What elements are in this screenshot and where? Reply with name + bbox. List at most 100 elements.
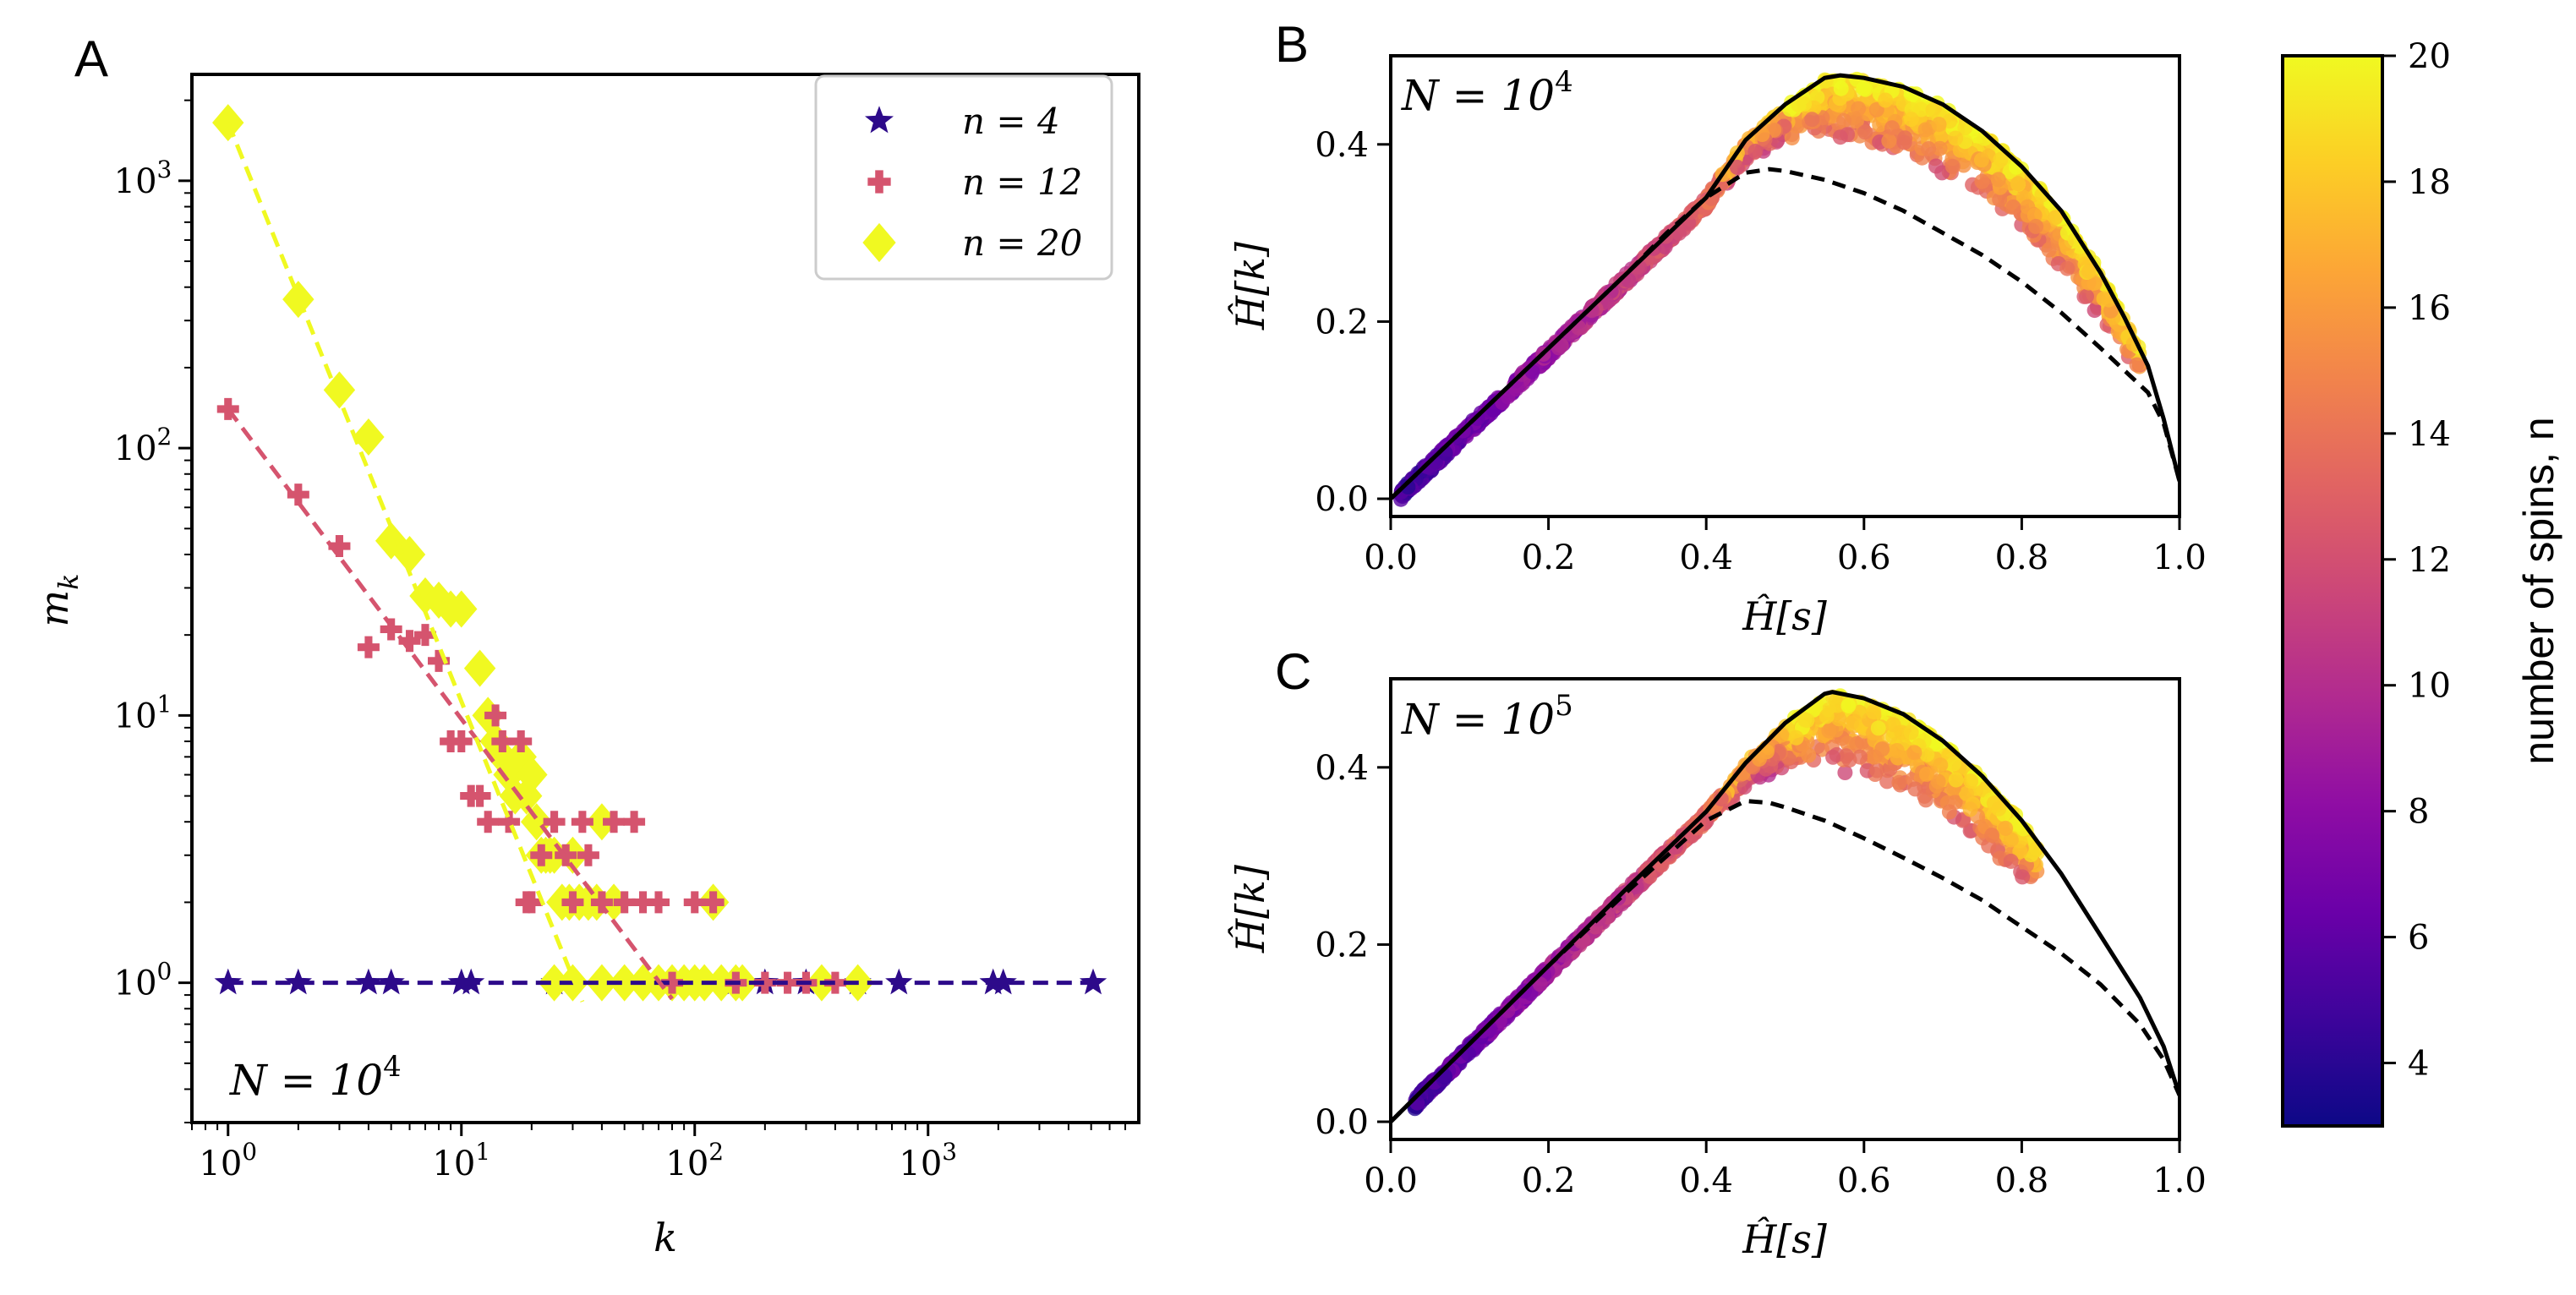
colorbar-tick-label: 14 bbox=[2408, 415, 2451, 454]
panel-c-point bbox=[1889, 743, 1905, 758]
panel-a-ytick-exp: 1 bbox=[157, 690, 172, 718]
panel-c-point bbox=[1984, 828, 2000, 844]
panel-c: 0.0 0.2 0.4 0.6 0.8 1.0 0.0 0.2 0.4 Ĥ[s] Ĥ[k] N … bbox=[1227, 677, 2207, 1262]
panel-c-point bbox=[1998, 820, 2014, 836]
panel-a-ytick-base: 10 bbox=[114, 964, 157, 1003]
panel-c-point bbox=[1903, 724, 1919, 740]
panel-a-xtick-base: 10 bbox=[432, 1145, 475, 1183]
colorbar: 4 6 8 10 12 14 16 18 20 number of spins, n bbox=[2281, 37, 2562, 1128]
panel-b-point bbox=[2081, 264, 2097, 279]
panel-c-xtick-label: 0.8 bbox=[1995, 1161, 2049, 1200]
panel-a-point-plus bbox=[577, 844, 599, 866]
panel-a-point-plus bbox=[571, 811, 593, 833]
panel-b-point bbox=[1832, 129, 1848, 145]
panel-label-a: A bbox=[74, 30, 108, 87]
panel-a-point-plus bbox=[484, 704, 507, 727]
panel-a-point-star bbox=[354, 968, 383, 995]
panel-c-xlabel: Ĥ[s] bbox=[1742, 1216, 1827, 1262]
panel-c-point bbox=[1870, 720, 1886, 736]
panel-c-ytick-label: 0.2 bbox=[1315, 926, 1369, 964]
panel-a-xlabel: k bbox=[654, 1215, 677, 1260]
panel-a-point-plus bbox=[613, 891, 636, 914]
panel-b-point bbox=[1917, 122, 1933, 138]
panel-a-xtick-label: 100 bbox=[199, 1138, 257, 1183]
panel-b-point bbox=[1804, 112, 1820, 128]
panel-c-point bbox=[1930, 773, 1946, 790]
panel-b-curves bbox=[1391, 73, 2179, 500]
panel-a-point-plus bbox=[753, 971, 776, 994]
panel-b-point bbox=[1495, 395, 1511, 411]
legend-label: n = 12 bbox=[962, 161, 1082, 203]
panel-c-point bbox=[1866, 704, 1882, 720]
panel-a-point-plus bbox=[603, 811, 626, 833]
panel-a-legend: n = 4 n = 12 n = 20 bbox=[814, 74, 1113, 281]
panel-a-point-plus bbox=[520, 891, 543, 914]
panel-a-ytick-exp: 0 bbox=[157, 958, 172, 986]
panel-a-point-diamond bbox=[538, 836, 571, 874]
panel-a-fit-lines bbox=[226, 122, 1093, 1003]
colorbar-tick-label: 20 bbox=[2408, 37, 2451, 76]
colorbar-ticks: 4 6 8 10 12 14 16 18 20 bbox=[2382, 37, 2451, 1084]
panel-a-ylabel-main: m bbox=[31, 590, 77, 627]
panel-b-point bbox=[1992, 192, 2008, 208]
panel-a-point-plus bbox=[357, 636, 380, 658]
panel-c-point bbox=[1840, 697, 1857, 713]
panel-b-xtick-label: 0.0 bbox=[1364, 538, 1418, 577]
colorbar-tick-label: 6 bbox=[2408, 919, 2429, 958]
panel-a-point-star bbox=[1079, 968, 1108, 995]
panel-c-point bbox=[1918, 792, 1933, 808]
panel-c-point bbox=[1986, 795, 2002, 811]
panel-b-point bbox=[2026, 207, 2043, 223]
panel-a-point-plus bbox=[561, 891, 584, 914]
panel-a-ytick-label: 101 bbox=[114, 690, 172, 735]
panel-a-point-plus bbox=[623, 811, 646, 833]
panel-c-point bbox=[1821, 723, 1837, 739]
panel-b-xtick-label: 0.2 bbox=[1522, 538, 1576, 577]
colorbar-tick-label: 12 bbox=[2408, 541, 2451, 580]
legend-marker-star bbox=[865, 106, 894, 134]
panel-c-point bbox=[1819, 708, 1835, 724]
panel-c-point bbox=[1867, 749, 1883, 765]
panel-b-axes: 0.0 0.2 0.4 0.6 0.8 1.0 0.0 0.2 0.4 bbox=[1315, 126, 2206, 577]
panel-c-point bbox=[2003, 832, 2019, 848]
panel-c-frame bbox=[1389, 677, 2181, 1141]
panel-c-point bbox=[1837, 765, 1853, 780]
panel-a-xtick-label: 101 bbox=[432, 1138, 490, 1183]
panel-b-point bbox=[1881, 133, 1897, 149]
panel-c-point bbox=[1959, 785, 1974, 801]
panel-a-ytick-exp: 2 bbox=[157, 423, 172, 451]
panel-b-point bbox=[1766, 122, 1782, 138]
panel-a-xtick-exp: 2 bbox=[708, 1138, 724, 1166]
panel-b-annotation-exp: 4 bbox=[1555, 65, 1573, 99]
panel-a-point-star bbox=[377, 968, 405, 995]
colorbar-body bbox=[2281, 54, 2384, 1128]
panel-a-point-plus bbox=[498, 811, 521, 833]
colorbar-label: number of spins, n bbox=[2515, 417, 2562, 764]
panel-c-axes: 0.0 0.2 0.4 0.6 0.8 1.0 0.0 0.2 0.4 bbox=[1315, 749, 2206, 1200]
panel-a-ytick-label: 103 bbox=[114, 156, 172, 201]
panel-c-annotation: N = 105 bbox=[1401, 689, 1573, 744]
panel-label-c: C bbox=[1275, 643, 1311, 700]
panel-a-point-plus bbox=[477, 811, 500, 833]
colorbar-tick-label: 10 bbox=[2408, 667, 2451, 706]
panel-a-ytick-exp: 3 bbox=[157, 156, 172, 183]
panel-c-point bbox=[1851, 704, 1868, 720]
panel-a-point-diamond bbox=[212, 104, 244, 142]
panel-b-point bbox=[1784, 130, 1800, 146]
panel-c-upper-bound-line bbox=[1391, 690, 2179, 1123]
panel-c-point bbox=[1933, 757, 1949, 773]
panel-c-point bbox=[1797, 712, 1813, 728]
panel-a-point-diamond bbox=[463, 649, 496, 687]
panel-b-point bbox=[1856, 80, 1872, 96]
panel-a-annotation-text: N = 10 bbox=[229, 1056, 383, 1105]
panel-c-point bbox=[2003, 853, 2019, 869]
panel-b-ytick-label: 0.0 bbox=[1315, 480, 1369, 519]
panel-c-point bbox=[1829, 697, 1846, 713]
panel-a-point-diamond bbox=[608, 964, 641, 1002]
panel-a-annotation-exp: 4 bbox=[383, 1050, 402, 1084]
panel-c-point bbox=[1869, 762, 1885, 779]
panel-a-point-plus bbox=[216, 397, 239, 420]
panel-b-point bbox=[1884, 120, 1900, 136]
panel-b-point bbox=[1944, 159, 1961, 174]
